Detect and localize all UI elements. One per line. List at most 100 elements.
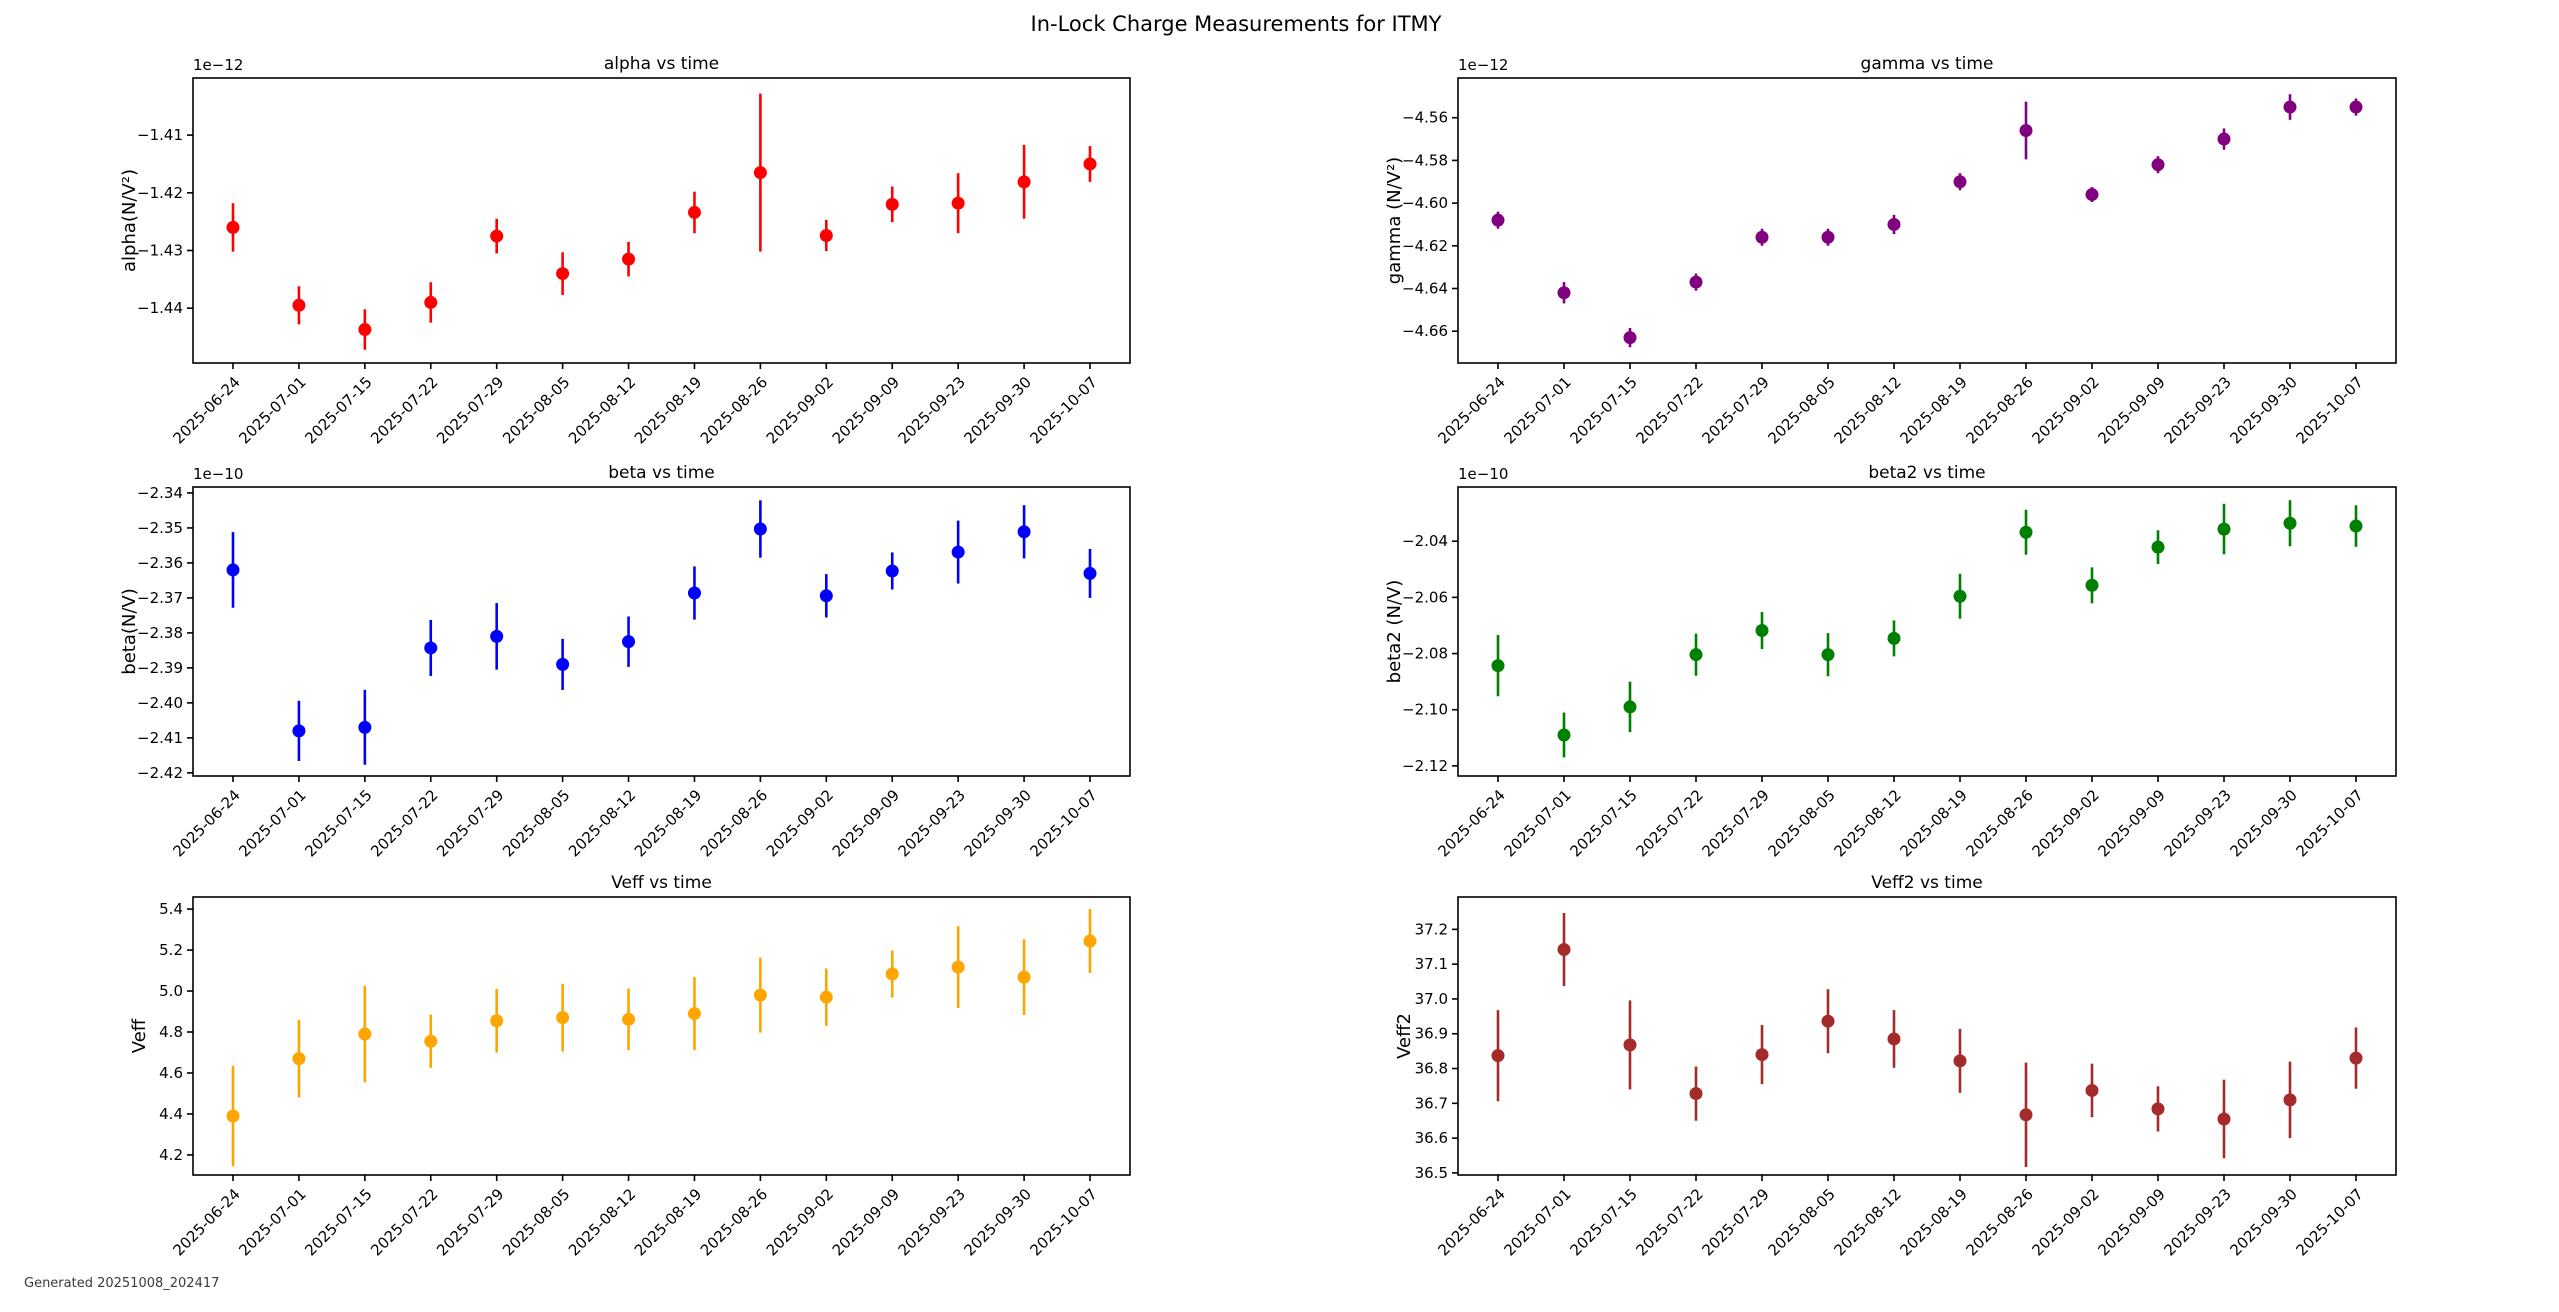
data-point xyxy=(1491,1049,1505,1063)
data-point xyxy=(753,166,767,180)
data-point xyxy=(358,323,372,337)
data-point xyxy=(951,545,965,559)
data-point xyxy=(1821,648,1835,662)
data-point xyxy=(1083,157,1097,171)
data-point xyxy=(424,1034,438,1048)
data-point xyxy=(2019,1108,2033,1122)
x-tick-label: 2025-08-12 xyxy=(565,786,639,860)
generated-timestamp: Generated 20251008_202417 xyxy=(24,1276,220,1291)
x-tick-label: 2025-10-07 xyxy=(1026,1185,1100,1259)
data-point xyxy=(1953,1054,1967,1068)
x-tick-label: 2025-09-23 xyxy=(895,1185,969,1259)
data-point xyxy=(1953,175,1967,189)
data-point xyxy=(885,967,899,981)
x-tick-label: 2025-09-30 xyxy=(2226,373,2300,447)
x-tick-label: 2025-08-05 xyxy=(499,373,573,447)
data-point xyxy=(1491,659,1505,673)
y-tick-label: −2.36 xyxy=(137,554,183,572)
x-tick-label: 2025-07-29 xyxy=(1698,786,1772,860)
data-point xyxy=(2283,100,2297,114)
data-point xyxy=(1689,275,1703,289)
y-tick-label: 4.2 xyxy=(159,1146,183,1164)
data-point xyxy=(424,295,438,309)
x-tick-label: 2025-08-05 xyxy=(1764,373,1838,447)
subplot-title: gamma vs time xyxy=(1861,54,1994,74)
x-tick-label: 2025-07-22 xyxy=(367,786,441,860)
x-tick-label: 2025-08-05 xyxy=(499,1185,573,1259)
data-point xyxy=(687,586,701,600)
data-point xyxy=(1557,728,1571,742)
x-tick-label: 2025-09-30 xyxy=(961,373,1035,447)
x-tick-label: 2025-08-19 xyxy=(631,786,705,860)
x-tick-label: 2025-07-29 xyxy=(1698,373,1772,447)
x-tick-label: 2025-07-29 xyxy=(433,786,507,860)
x-tick-label: 2025-06-24 xyxy=(169,1185,243,1259)
data-point xyxy=(622,635,636,649)
y-tick-label: −2.42 xyxy=(137,764,183,782)
x-tick-label: 2025-09-02 xyxy=(763,373,837,447)
y-tick-label: 4.4 xyxy=(159,1105,183,1123)
data-point xyxy=(622,1012,636,1026)
x-tick-label: 2025-08-05 xyxy=(1764,786,1838,860)
data-point xyxy=(2019,525,2033,539)
x-tick-label: 2025-07-29 xyxy=(433,373,507,447)
data-point xyxy=(1953,589,1967,603)
x-tick-label: 2025-07-15 xyxy=(301,1185,375,1259)
x-tick-label: 2025-08-12 xyxy=(565,1185,639,1259)
data-point xyxy=(226,220,240,234)
x-tick-label: 2025-07-15 xyxy=(301,373,375,447)
data-point xyxy=(556,657,570,671)
y-tick-label: 5.2 xyxy=(159,941,183,959)
x-tick-label: 2025-09-09 xyxy=(829,1185,903,1259)
y-axis-label: Veff xyxy=(129,1018,150,1053)
figure-title: In-Lock Charge Measurements for ITMY xyxy=(1030,12,1442,36)
x-tick-label: 2025-08-12 xyxy=(1830,786,1904,860)
y-axis-label: beta(N/V) xyxy=(119,588,140,674)
x-tick-label: 2025-06-24 xyxy=(1434,1185,1508,1259)
data-point xyxy=(1755,230,1769,244)
x-tick-label: 2025-07-01 xyxy=(235,786,309,860)
data-point xyxy=(2283,516,2297,530)
x-tick-label: 2025-09-02 xyxy=(2028,1185,2102,1259)
subplot-title: alpha vs time xyxy=(604,54,719,74)
data-point xyxy=(2019,124,2033,138)
x-tick-label: 2025-08-26 xyxy=(697,1185,771,1259)
data-point xyxy=(2217,132,2231,146)
x-tick-label: 2025-09-23 xyxy=(2160,1185,2234,1259)
y-tick-label: −4.60 xyxy=(1402,194,1448,212)
x-tick-label: 2025-07-22 xyxy=(1632,786,1706,860)
y-axis-label: gamma (N/V²) xyxy=(1384,157,1405,284)
data-point xyxy=(292,724,306,738)
y-tick-label: 36.7 xyxy=(1415,1094,1448,1112)
x-tick-label: 2025-07-01 xyxy=(1500,373,1574,447)
y-tick-label: −2.08 xyxy=(1402,645,1448,663)
data-point xyxy=(1083,934,1097,948)
data-point xyxy=(819,589,833,603)
x-tick-label: 2025-06-24 xyxy=(1434,786,1508,860)
y-tick-label: −2.12 xyxy=(1402,757,1448,775)
y-tick-label: −2.40 xyxy=(137,694,183,712)
x-tick-label: 2025-09-30 xyxy=(961,1185,1035,1259)
data-point xyxy=(1887,631,1901,645)
data-point xyxy=(424,641,438,655)
x-tick-label: 2025-07-01 xyxy=(1500,786,1574,860)
subplot-alpha: −1.41 −1.42 −1.43 −1.44 2025-06-242025-07-01… xyxy=(119,54,1131,447)
data-point xyxy=(753,988,767,1002)
y-axis-label: alpha(N/V²) xyxy=(119,169,140,272)
x-tick-label: 2025-07-22 xyxy=(367,1185,441,1259)
y-tick-label: −2.04 xyxy=(1402,532,1448,550)
x-tick-label: 2025-08-12 xyxy=(1830,1185,1904,1259)
axis-offset-label: 1e−10 xyxy=(193,465,243,483)
y-tick-label: −2.06 xyxy=(1402,588,1448,606)
y-tick-label: −1.41 xyxy=(137,126,183,144)
data-point xyxy=(2349,1051,2363,1065)
subplot-gamma: −4.56 −4.58 −4.60 −4.62 −4.64 −4.66 2025-06-24… xyxy=(1384,54,2397,447)
data-point xyxy=(1887,217,1901,231)
y-tick-label: 36.6 xyxy=(1415,1129,1448,1147)
y-tick-label: 4.8 xyxy=(159,1023,183,1041)
x-tick-label: 2025-07-29 xyxy=(1698,1185,1772,1259)
axis-offset-label: 1e−12 xyxy=(193,56,243,74)
x-tick-label: 2025-07-15 xyxy=(301,786,375,860)
y-tick-label: −4.58 xyxy=(1402,151,1448,169)
